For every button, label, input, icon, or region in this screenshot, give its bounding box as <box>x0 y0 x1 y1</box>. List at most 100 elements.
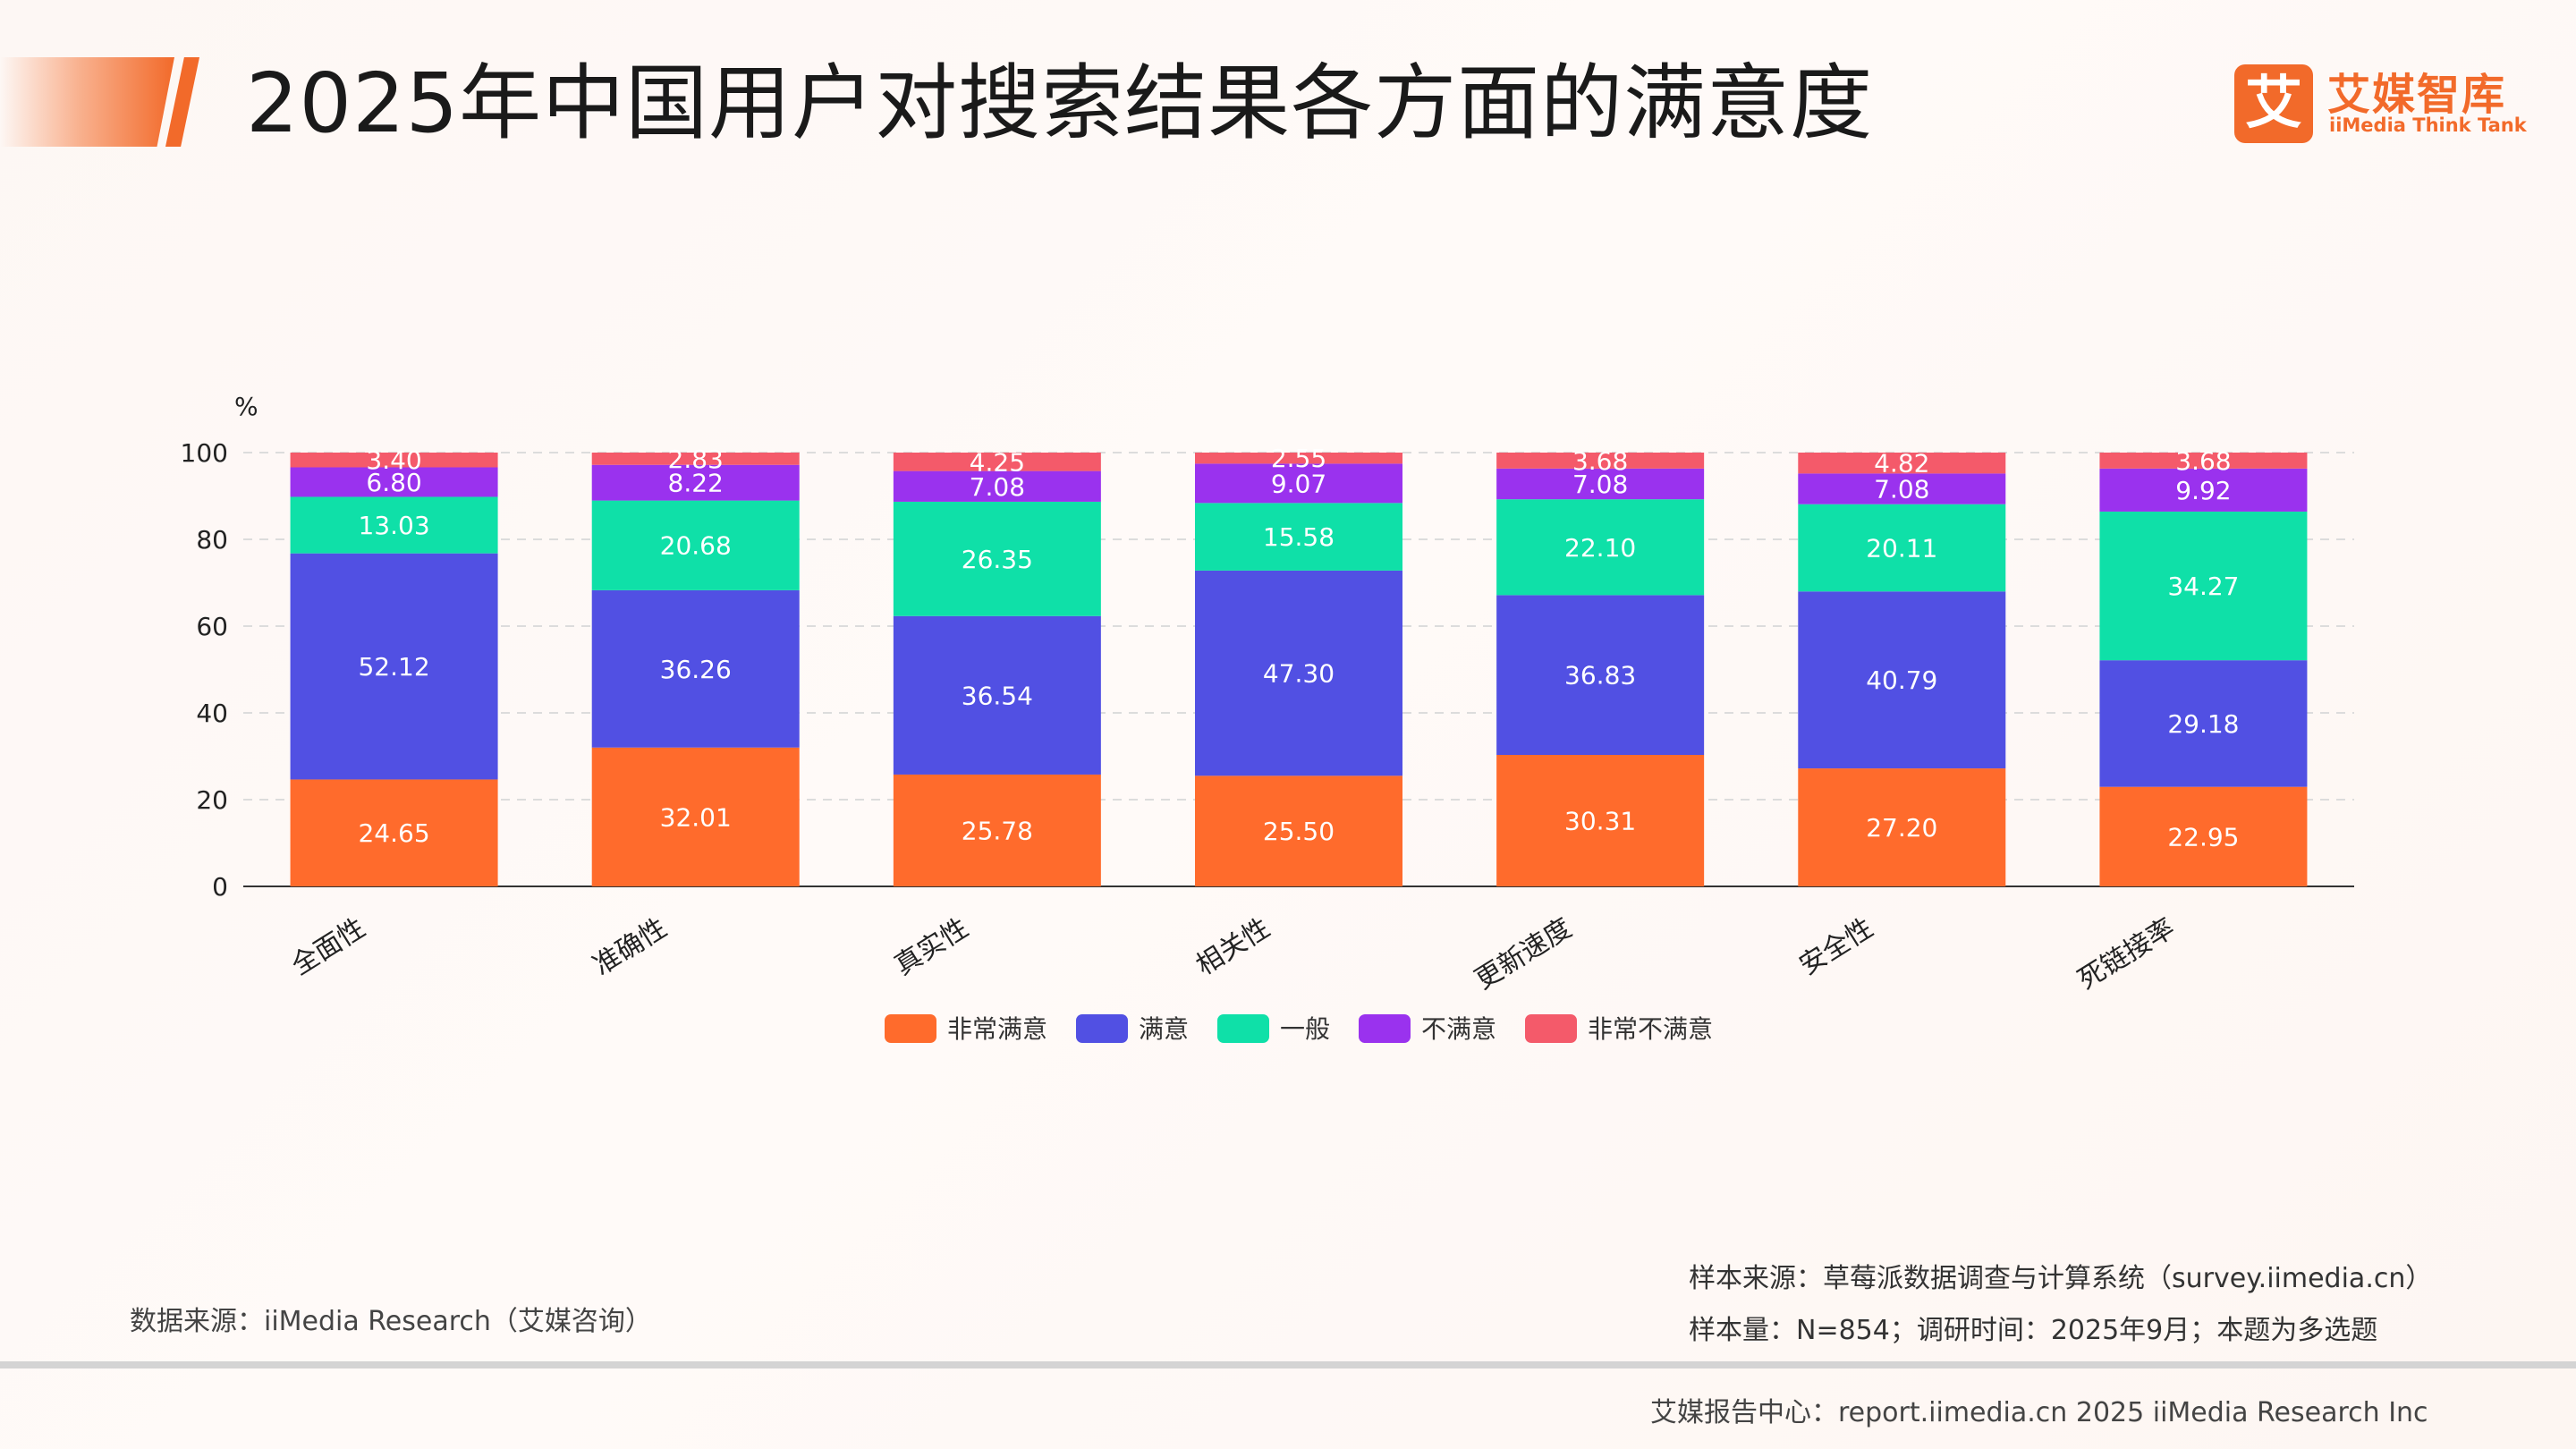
data-label: 24.65 <box>358 818 429 848</box>
data-label: 25.50 <box>1263 817 1335 846</box>
data-label: 2.83 <box>668 445 724 474</box>
bar-segment <box>893 501 1101 616</box>
y-tick-label: 100 <box>181 438 228 468</box>
x-tick-label: 相关性 <box>1191 912 1275 981</box>
data-label: 7.08 <box>1572 470 1628 499</box>
data-label: 4.82 <box>1874 449 1929 479</box>
data-label: 6.80 <box>366 468 421 497</box>
stacked-bar-chart: 0 20 40 60 80 100% 24.65 52.12 13.03 6.803.40 全面性 3… <box>181 392 2354 1044</box>
bar-segment <box>2099 660 2308 787</box>
data-label: 36.26 <box>660 655 732 684</box>
x-tick-label: 更新速度 <box>1470 912 1577 996</box>
bar-segment <box>591 747 800 886</box>
data-label: 3.68 <box>2175 446 2231 476</box>
x-tick-label: 死链接率 <box>2072 912 2180 996</box>
bar-segment <box>893 774 1101 886</box>
x-tick-label: 准确性 <box>588 912 673 981</box>
bar-segment <box>290 779 498 886</box>
bar-segment <box>1195 570 1402 776</box>
bar-segment <box>591 589 800 748</box>
legend-label: 满意 <box>1139 1014 1189 1044</box>
data-label: 20.11 <box>1866 533 1937 563</box>
data-label: 36.83 <box>1564 661 1636 691</box>
legend-label: 非常满意 <box>947 1014 1047 1044</box>
legend-label: 非常不满意 <box>1588 1014 1713 1044</box>
bar-segment <box>1798 591 2006 769</box>
x-tick-label: 全面性 <box>286 912 371 981</box>
bar-segment <box>2099 511 2308 661</box>
legend-swatch <box>1525 1014 1577 1043</box>
bar-segment <box>1195 503 1402 571</box>
bar-segment <box>1496 595 1705 755</box>
data-label: 7.08 <box>970 472 1025 502</box>
bar-segment <box>1496 499 1705 596</box>
bar-segment <box>1195 453 1402 464</box>
bar-segment <box>1798 504 2006 592</box>
x-tick-label: 真实性 <box>889 912 974 981</box>
legend-label: 不满意 <box>1421 1014 1496 1044</box>
logo-name-en: iiMedia Think Tank <box>2329 114 2527 136</box>
legend-label: 一般 <box>1280 1014 1330 1044</box>
sample-size-note: 样本量：N=854；调研时间：2025年9月；本题为多选题 <box>1689 1315 2378 1346</box>
data-label: 34.27 <box>2167 572 2239 601</box>
bar-segment <box>290 453 498 468</box>
footer-divider <box>0 1361 2576 1368</box>
data-label: 3.40 <box>366 445 421 475</box>
bar-segment <box>2099 453 2308 469</box>
bar-segment <box>1798 453 2006 474</box>
data-label: 25.78 <box>962 816 1033 845</box>
data-label: 29.18 <box>2167 709 2239 739</box>
data-label: 52.12 <box>358 652 429 682</box>
brand-logo: 艾 艾媒智库 iiMedia Think Tank <box>2234 63 2527 143</box>
data-label: 13.03 <box>358 511 429 540</box>
data-label: 47.30 <box>1263 659 1335 689</box>
y-tick-label: 40 <box>196 699 228 728</box>
data-label: 3.68 <box>1572 446 1628 476</box>
bar-segment <box>591 453 800 465</box>
bar-segment <box>290 553 498 780</box>
bar-segment <box>1496 754 1705 886</box>
y-unit-label: % <box>234 392 258 421</box>
y-tick-label: 60 <box>196 612 228 641</box>
report-center-note: 艾媒报告中心：report.iimedia.cn 2025 iiMedia Re… <box>1650 1397 2428 1428</box>
bar-segment <box>2099 786 2308 886</box>
data-label: 22.95 <box>2167 822 2239 852</box>
bar-segment <box>1496 453 1705 469</box>
bar-segment <box>1496 468 1705 500</box>
data-label: 32.01 <box>660 802 732 832</box>
y-tick-label: 80 <box>196 525 228 555</box>
bar-segment <box>290 496 498 554</box>
data-label: 9.92 <box>2175 476 2231 505</box>
bar-segment <box>591 500 800 590</box>
y-tick-label: 20 <box>196 785 228 815</box>
legend-swatch <box>1076 1014 1128 1043</box>
bar-segment <box>591 464 800 501</box>
legend-swatch <box>885 1014 936 1043</box>
data-label: 30.31 <box>1564 806 1636 835</box>
bar-segment <box>1798 473 2006 504</box>
logo-mark-icon: 艾 <box>2234 64 2313 143</box>
data-label: 22.10 <box>1564 533 1636 563</box>
bar-segment <box>893 453 1101 471</box>
data-label: 40.79 <box>1866 665 1937 695</box>
x-tick-label: 安全性 <box>1794 912 1879 981</box>
bar-segment <box>290 467 498 497</box>
title-accent-bar <box>0 57 174 147</box>
logo-name-cn: 艾媒智库 <box>2327 70 2507 120</box>
data-label: 36.54 <box>962 681 1033 710</box>
bar-segment <box>893 470 1101 502</box>
bar-segment <box>1195 463 1402 504</box>
bar-segment <box>893 615 1101 775</box>
legend-swatch <box>1359 1014 1411 1043</box>
sample-source-note: 样本来源：草莓派数据调查与计算系统（survey.iimedia.cn） <box>1689 1263 2433 1294</box>
data-source-note: 数据来源：iiMedia Research（艾媒咨询） <box>130 1306 652 1337</box>
data-label: 15.58 <box>1263 522 1335 552</box>
page-title: 2025年中国用户对搜索结果各方面的满意度 <box>246 55 1874 151</box>
data-label: 7.08 <box>1874 475 1929 504</box>
legend-swatch <box>1217 1014 1269 1043</box>
data-label: 4.25 <box>970 447 1025 477</box>
bar-segment <box>1195 775 1402 886</box>
data-label: 9.07 <box>1271 469 1326 498</box>
bar-segment <box>2099 468 2308 512</box>
data-label: 27.20 <box>1866 813 1937 843</box>
